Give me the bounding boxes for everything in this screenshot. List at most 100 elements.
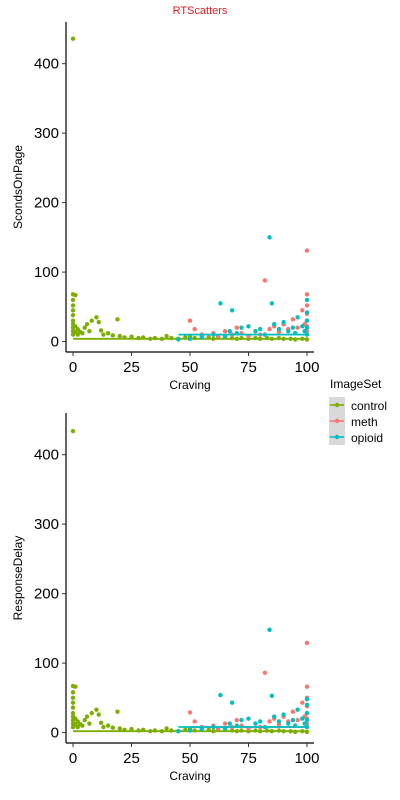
- point-meth: [192, 326, 197, 332]
- point-control: [192, 728, 197, 733]
- point-control: [206, 727, 211, 732]
- y-tick-label: 400: [34, 447, 59, 464]
- point-control: [82, 325, 87, 330]
- y-tick-label: 100: [34, 655, 59, 672]
- point-opioid: [304, 297, 310, 303]
- point-opioid: [276, 326, 282, 332]
- point-opioid: [211, 332, 216, 337]
- x-tick-label: 50: [182, 750, 199, 767]
- point-control: [87, 328, 92, 334]
- point-control: [117, 333, 123, 339]
- point-control: [164, 726, 169, 731]
- point-control: [257, 336, 263, 341]
- legend-key-point-meth: [334, 418, 340, 424]
- point-opioid: [218, 301, 223, 306]
- point-control: [122, 727, 127, 732]
- point-opioid: [267, 235, 272, 240]
- point-control: [110, 333, 115, 338]
- point-control: [70, 705, 76, 710]
- point-control: [89, 318, 94, 323]
- point-opioid: [222, 726, 228, 731]
- point-control: [89, 710, 94, 716]
- point-control: [148, 336, 153, 341]
- point-opioid: [304, 697, 310, 702]
- point-control: [281, 336, 286, 341]
- point-opioid: [304, 717, 310, 723]
- point-meth: [267, 326, 272, 332]
- point-opioid: [176, 337, 181, 342]
- point-opioid: [229, 700, 235, 705]
- point-meth: [304, 303, 310, 308]
- point-opioid: [239, 325, 244, 330]
- point-opioid: [262, 332, 268, 337]
- point-opioid: [293, 723, 298, 728]
- point-meth: [267, 719, 272, 724]
- point-opioid: [304, 724, 310, 730]
- point-opioid: [199, 726, 204, 732]
- point-control: [101, 332, 106, 337]
- panels: 0 100 200 300 400 0 25 50 75 100 Craving ScondsOnPa…: [11, 22, 319, 783]
- point-opioid: [276, 719, 282, 724]
- point-control: [192, 335, 197, 341]
- point-opioid: [246, 324, 251, 329]
- point-meth: [222, 721, 228, 726]
- point-opioid: [234, 723, 239, 728]
- legend-key-point-opioid: [334, 434, 340, 440]
- point-control: [183, 335, 188, 340]
- point-control: [169, 335, 174, 341]
- point-control: [211, 336, 216, 341]
- point-opioid: [290, 717, 296, 723]
- series-control: [70, 428, 310, 735]
- point-control: [239, 335, 244, 341]
- y-tick-label: 400: [34, 56, 59, 73]
- point-opioid: [300, 324, 305, 329]
- point-meth: [222, 328, 228, 334]
- point-control: [276, 728, 282, 733]
- point-control: [115, 317, 120, 322]
- point-opioid: [234, 331, 239, 336]
- point-control: [70, 36, 76, 41]
- point-control: [70, 308, 76, 313]
- point-control: [70, 690, 76, 695]
- point-meth: [192, 719, 197, 724]
- point-control: [73, 684, 78, 689]
- point-opioid: [257, 719, 263, 724]
- series-control: [70, 36, 310, 342]
- point-control: [122, 335, 127, 340]
- point-control: [80, 331, 85, 336]
- point-control: [288, 728, 293, 734]
- point-control: [105, 723, 111, 728]
- point-control: [288, 336, 293, 341]
- point-opioid: [304, 702, 310, 707]
- series-opioid: [176, 627, 310, 734]
- point-opioid: [300, 716, 305, 721]
- point-control: [94, 315, 99, 320]
- x-tick-label: 50: [182, 359, 199, 376]
- point-control: [229, 728, 235, 733]
- panel-1: 0 100 200 300 400 0 25 50 75 100 Craving ScondsOnPa…: [11, 22, 319, 392]
- point-control: [269, 728, 275, 734]
- point-opioid: [187, 336, 193, 341]
- point-opioid: [295, 315, 300, 320]
- point-control: [84, 714, 90, 719]
- point-control: [183, 727, 188, 732]
- point-opioid: [229, 308, 235, 313]
- point-opioid: [272, 322, 277, 327]
- point-control: [70, 428, 76, 434]
- y-tick-label: 100: [34, 264, 59, 281]
- point-control: [304, 729, 310, 735]
- point-control: [159, 336, 165, 341]
- x-tick-label: 75: [240, 359, 257, 376]
- point-opioid: [262, 724, 268, 730]
- point-control: [269, 336, 275, 341]
- point-meth: [187, 318, 193, 323]
- y-tick-label: 200: [34, 195, 59, 212]
- point-control: [110, 725, 115, 730]
- point-control: [293, 337, 298, 342]
- point-control: [73, 292, 78, 298]
- point-control: [70, 318, 76, 323]
- point-meth: [262, 670, 268, 676]
- legend-label-control: control: [351, 399, 387, 413]
- point-control: [152, 335, 158, 341]
- point-opioid: [253, 328, 258, 334]
